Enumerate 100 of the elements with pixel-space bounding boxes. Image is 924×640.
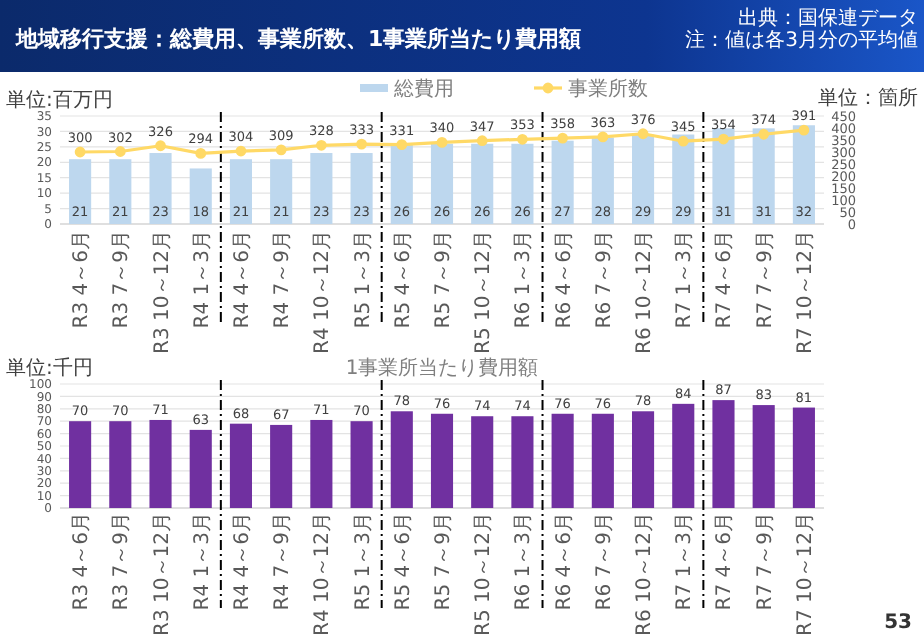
point [74,146,86,158]
bar [350,153,373,224]
x-tick-label: R6 7～9月 [593,512,616,611]
x-tick-label: R6 4～6月 [553,230,576,329]
x-tick-label: R3 10～12月 [151,512,174,636]
x-tick-label: R7 4～6月 [714,230,737,329]
point [758,128,770,140]
bar [672,134,695,224]
point [597,131,609,143]
point [798,124,810,136]
point [356,138,367,150]
bar [511,416,534,508]
x-tick-label: R4 1～3月 [191,512,214,611]
bar [189,429,212,508]
x-tick-label: R3 4～6月 [71,230,94,329]
x-tick-label: R4 4～6月 [231,512,254,611]
x-tick-label: R6 7～9月 [593,230,616,329]
bar [471,143,494,224]
x-tick-label: R5 4～6月 [392,230,415,329]
bar [752,128,775,224]
x-tick-label: R7 7～9月 [754,230,777,329]
point [557,132,569,144]
bar [471,416,494,508]
x-tick-label: R7 7～9月 [754,512,777,611]
point [476,135,488,147]
point [155,140,166,152]
bar [511,143,534,224]
x-tick-label: R3 7～9月 [111,230,134,329]
x-tick-label: R5 10～12月 [473,230,496,354]
x-tick-label: R7 10～12月 [794,230,817,354]
bar [390,411,413,508]
y-axis-title: 単位:百万円 [6,88,113,112]
point [235,145,247,157]
bar [631,134,655,224]
bar [149,153,172,224]
x-tick-label: R6 4～6月 [553,512,576,611]
legend-label: 総費用 [392,77,454,101]
bar [229,423,253,508]
bar [229,159,253,224]
bar [189,168,212,224]
text: 注：値は各3月分の平均値 [685,28,918,52]
chart-title: 1事業所当たり費用額 [345,356,539,380]
bar [551,140,574,224]
bar [109,159,132,224]
x-tick-label: R6 1～3月 [513,230,536,329]
x-tick-label: R4 4～6月 [231,230,254,329]
point [637,128,649,140]
x-tick-label: R5 10～12月 [473,512,496,636]
x-tick-label: R6 10～12月 [634,512,657,636]
bar [109,421,132,508]
x-tick-label: R4 1～3月 [191,230,214,329]
legend-label: 事業所数 [568,77,648,101]
x-tick-label: R3 4～6月 [71,512,94,611]
bar [752,405,775,508]
point [718,133,729,145]
bar [591,413,614,508]
point [114,146,126,157]
x-tick-label: R4 7～9月 [272,512,295,611]
x-tick-label: R5 1～3月 [352,512,375,611]
x-tick-label: R4 7～9月 [272,230,295,329]
bar [712,128,735,224]
source-note: 出典：国保連データ [738,6,918,30]
y2-axis-title: 単位：箇所 [818,86,918,110]
bar [430,413,454,508]
bar [591,137,614,224]
bar [551,413,574,508]
bar [792,407,815,508]
bar [672,403,695,508]
x-tick-label: R3 7～9月 [111,512,134,611]
x-tick-label: R5 7～9月 [433,230,455,329]
point [315,139,327,151]
x-tick-label: R7 1～3月 [674,512,697,611]
x-tick-label: R3 10～12月 [151,230,174,354]
point [396,139,408,150]
x-tick-label: R7 4～6月 [714,512,737,611]
x-tick-label: R4 10～12月 [312,230,335,354]
chart-title: 地域移行支援：総費用、事業所数、1事業所当たり費用額 [14,26,582,52]
bar [69,159,92,224]
bar [310,153,333,224]
point [436,137,448,148]
x-tick-label: R7 1～3月 [674,230,697,329]
point [517,133,528,145]
bar [270,159,293,224]
text: 53 [884,612,913,634]
y-axis-title: 単位:千円 [6,356,93,380]
x-tick-label: R5 7～9月 [433,512,455,611]
bar [792,125,815,224]
x-tick-label: R5 1～3月 [352,230,375,329]
x-tick-label: R5 4～6月 [392,512,415,611]
x-tick-label: R7 10～12月 [794,512,817,636]
bar [149,419,172,508]
point [275,144,287,156]
bar [310,419,333,508]
bar [270,424,293,508]
x-tick-label: R6 10～12月 [634,230,657,354]
bar [69,421,92,508]
point [677,135,689,147]
x-tick-label: R4 10～12月 [312,512,335,636]
point [195,148,207,159]
bar [631,411,655,508]
